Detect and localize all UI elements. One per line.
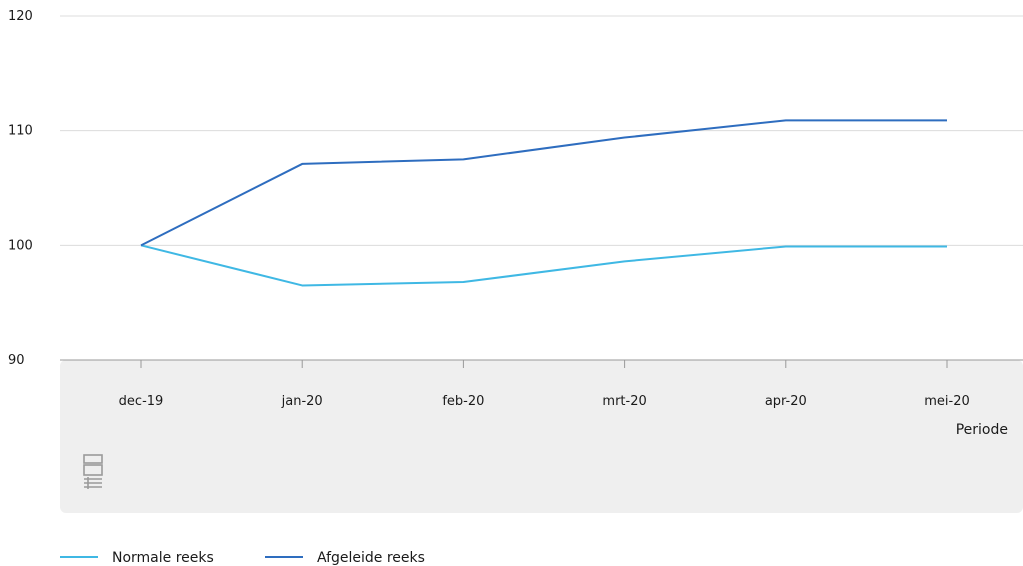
x-tick-label: apr-20 bbox=[765, 394, 807, 409]
y-tick-label: 120 bbox=[8, 9, 33, 24]
x-tick-label: mrt-20 bbox=[602, 394, 646, 409]
x-axis-title: Periode bbox=[956, 422, 1008, 438]
x-axis-ticks: dec-19 jan-20 feb-20 mrt-20 apr-20 mei-20 bbox=[119, 360, 970, 409]
series-line-1 bbox=[140, 119, 947, 247]
gridlines bbox=[60, 15, 1023, 361]
legend-item[interactable]: Afgeleide reeks bbox=[265, 550, 425, 566]
legend-label: Normale reeks bbox=[112, 550, 214, 566]
x-tick-label: mei-20 bbox=[924, 394, 970, 409]
x-axis-band bbox=[60, 360, 1023, 513]
series-line-0 bbox=[140, 244, 947, 287]
y-tick-label: 110 bbox=[8, 124, 33, 139]
legend-item[interactable]: Normale reeks bbox=[60, 550, 214, 566]
legend: Normale reeks Afgeleide reeks bbox=[60, 550, 425, 566]
y-tick-label: 90 bbox=[8, 353, 25, 368]
legend-label: Afgeleide reeks bbox=[317, 550, 425, 566]
series-lines bbox=[140, 119, 947, 287]
x-tick-label: dec-19 bbox=[119, 394, 164, 409]
cbs-logo bbox=[83, 454, 103, 489]
y-axis-ticks: 90 100 110 120 bbox=[8, 9, 33, 368]
x-tick-label: jan-20 bbox=[281, 394, 323, 409]
y-tick-label: 100 bbox=[8, 238, 33, 253]
x-tick-label: feb-20 bbox=[442, 394, 484, 409]
